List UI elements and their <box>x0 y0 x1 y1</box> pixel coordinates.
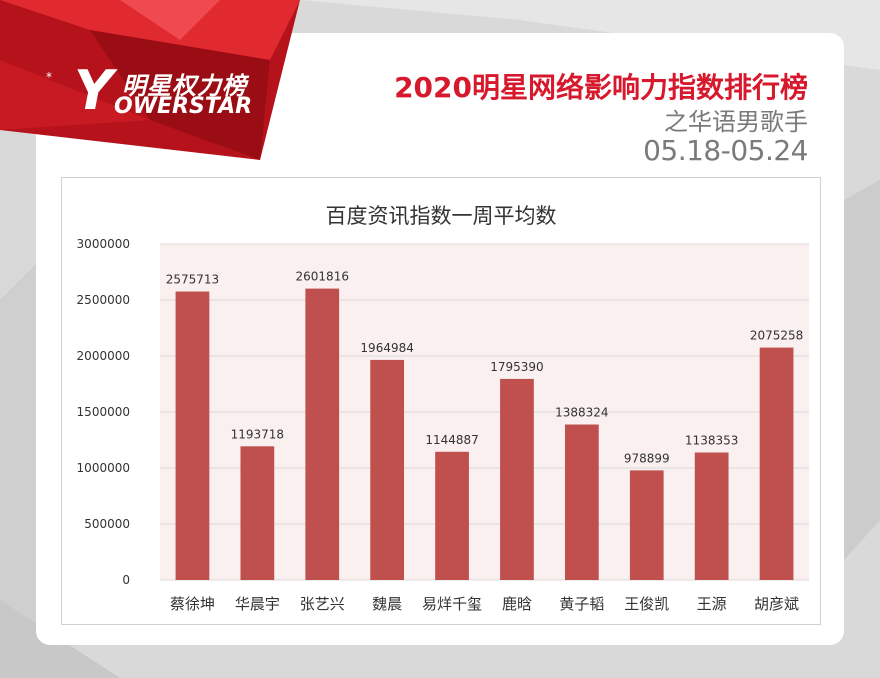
bar-1 <box>240 446 275 580</box>
x-tick-label-4: 易烊千玺 <box>422 595 482 613</box>
data-label-3: 1964984 <box>360 341 413 355</box>
x-tick-label-2: 张艺兴 <box>300 595 345 613</box>
y-tick-label: 3000000 <box>77 237 130 251</box>
data-label-5: 1795390 <box>490 360 543 374</box>
bar-8 <box>694 452 729 580</box>
bar-3 <box>370 359 405 580</box>
y-tick-label: 1500000 <box>77 405 130 419</box>
bar-7 <box>629 470 664 580</box>
bar-2 <box>305 288 340 580</box>
y-tick-label: 2500000 <box>77 293 130 307</box>
date-range: 05.18-05.24 <box>643 134 808 167</box>
logo-english-text: OWERSTAR <box>114 94 253 119</box>
chart-container: 百度资讯指数一周平均数 0 500000 1000000 1500000 2000000… <box>61 177 821 625</box>
x-tick-label-3: 魏晨 <box>372 595 402 613</box>
data-label-9: 2075258 <box>750 329 803 343</box>
data-label-7: 978899 <box>624 451 670 465</box>
star-icon: * <box>46 70 52 84</box>
bar-5 <box>500 378 534 580</box>
x-tick-label-6: 黄子韬 <box>559 595 604 613</box>
logo-chinese-text: 明星权力榜 <box>122 72 247 100</box>
y-tick-label: 2000000 <box>77 349 130 363</box>
y-tick-label: 1000000 <box>77 461 130 475</box>
data-label-2: 2601816 <box>296 270 349 284</box>
y-tick-label: 500000 <box>84 517 130 531</box>
bar-6 <box>564 424 599 580</box>
page-subtitle: 之华语男歌手 <box>664 108 808 136</box>
x-tick-label-5: 鹿晗 <box>502 595 532 613</box>
data-label-6: 1388324 <box>555 406 608 420</box>
data-label-1: 1193718 <box>231 427 284 441</box>
bar-0 <box>175 291 210 580</box>
x-tick-label-8: 王源 <box>697 595 727 613</box>
chart-title: 百度资讯指数一周平均数 <box>325 204 557 228</box>
data-label-0: 2575713 <box>166 273 219 287</box>
x-tick-label-0: 蔡徐坤 <box>170 595 215 613</box>
red-corner-banner <box>0 0 300 160</box>
x-tick-label-1: 华晨宇 <box>235 595 280 613</box>
page-title: 2020明星网络影响力指数排行榜 <box>394 71 808 104</box>
data-label-8: 1138353 <box>685 434 738 448</box>
bar-9 <box>759 347 794 580</box>
bar-chart: 0 500000 1000000 1500000 2000000 2500000 30000… <box>77 237 809 613</box>
x-tick-label-7: 王俊凯 <box>624 595 669 613</box>
bar-4 <box>435 451 469 580</box>
x-tick-label-9: 胡彦斌 <box>754 595 799 613</box>
logo-letter-y: Y <box>74 59 114 122</box>
y-tick-label: 0 <box>122 573 130 587</box>
data-label-4: 1144887 <box>425 433 478 447</box>
